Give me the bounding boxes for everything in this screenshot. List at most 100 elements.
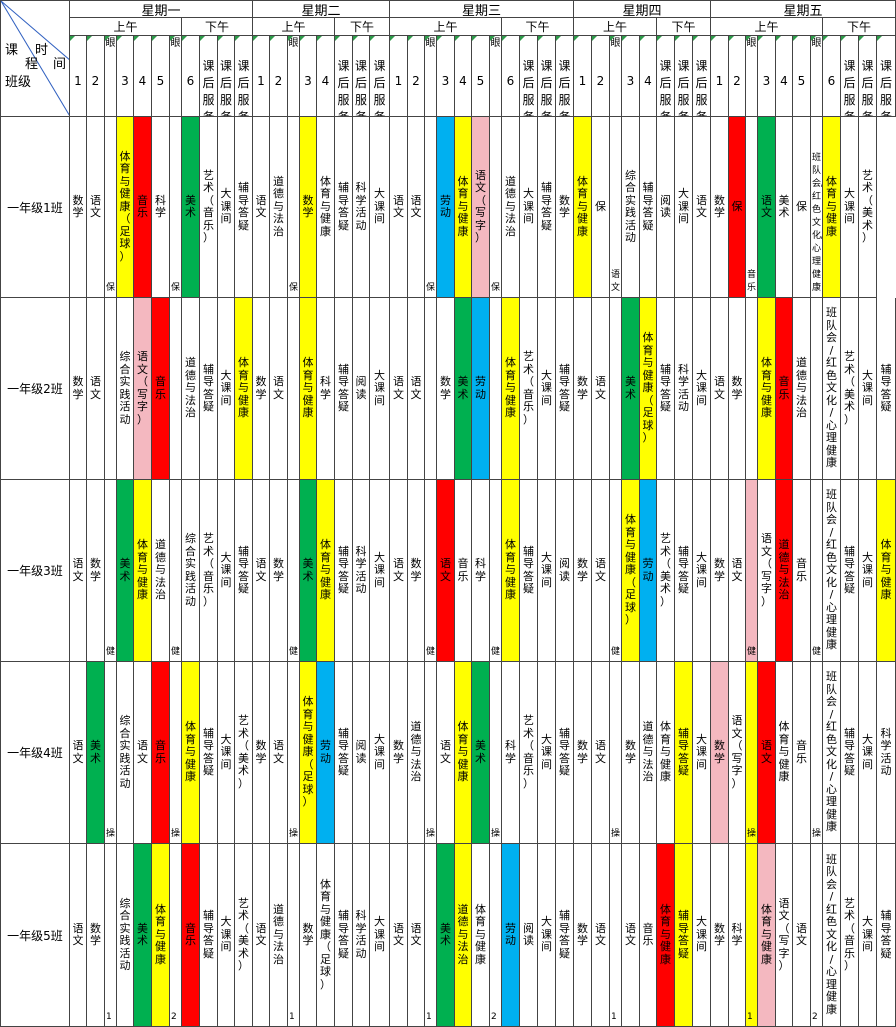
lesson-cell[interactable]: 科学活动	[353, 480, 370, 662]
lesson-cell[interactable]: 音乐	[182, 844, 200, 1027]
lesson-cell[interactable]: 大课间	[693, 662, 711, 844]
lesson-cell[interactable]: 科学	[729, 844, 746, 1027]
lesson-cell[interactable]: 体育与健康	[235, 298, 253, 480]
lesson-cell[interactable]: 艺术（美术）	[235, 662, 253, 844]
lesson-cell[interactable]: 阅读	[657, 117, 675, 298]
lesson-cell[interactable]: 综合实践活动	[622, 117, 640, 298]
lesson-cell[interactable]: 数学	[253, 662, 270, 844]
lesson-cell[interactable]: 数学	[87, 844, 105, 1027]
lesson-cell[interactable]: 美术	[455, 298, 472, 480]
lesson-cell[interactable]: 大课间	[859, 844, 877, 1027]
lesson-cell[interactable]: 道德与法治	[270, 844, 288, 1027]
lesson-cell[interactable]: 艺术（美术）	[235, 844, 253, 1027]
lesson-cell[interactable]: 美术	[300, 480, 317, 662]
lesson-cell[interactable]: 大课间	[538, 844, 556, 1027]
lesson-cell[interactable]: 综合实践活动	[117, 844, 134, 1027]
lesson-cell[interactable]: 辅导答疑	[520, 480, 538, 662]
lesson-cell[interactable]: 语文	[622, 844, 640, 1027]
lesson-cell[interactable]: 语文（写字）	[472, 117, 490, 298]
lesson-cell[interactable]: 科学	[152, 117, 170, 298]
lesson-cell[interactable]: 音乐	[152, 662, 170, 844]
lesson-cell[interactable]: 大课间	[693, 298, 711, 480]
lesson-cell[interactable]: 语文	[134, 662, 152, 844]
lesson-cell[interactable]: 语文	[592, 480, 610, 662]
lesson-cell[interactable]: 班队会 / 红色文化 / 心理健康	[823, 480, 841, 662]
lesson-cell[interactable]: 辅导答疑	[335, 298, 353, 480]
lesson-cell[interactable]: 体育与健康	[455, 117, 472, 298]
lesson-cell[interactable]: 数学	[711, 480, 729, 662]
lesson-cell[interactable]: 科学	[502, 662, 520, 844]
lesson-cell[interactable]: 体育与健康	[317, 480, 335, 662]
lesson-cell[interactable]: 大课间	[218, 662, 235, 844]
lesson-cell[interactable]: 数学	[729, 298, 746, 480]
lesson-cell[interactable]: 劳动	[317, 662, 335, 844]
lesson-cell[interactable]: 大课间	[218, 844, 235, 1027]
lesson-cell[interactable]: 艺术（音乐）	[841, 844, 859, 1027]
lesson-cell[interactable]: 语文	[437, 480, 455, 662]
lesson-cell[interactable]: 辅导答疑	[841, 480, 859, 662]
lesson-cell[interactable]: 道德与法治	[182, 298, 200, 480]
lesson-cell[interactable]: 体育与健康	[317, 117, 335, 298]
lesson-cell[interactable]: 美术	[182, 117, 200, 298]
lesson-cell[interactable]: 语文	[390, 298, 408, 480]
lesson-cell[interactable]: 数学	[390, 662, 408, 844]
lesson-cell[interactable]: 数学	[574, 298, 592, 480]
lesson-cell[interactable]: 保	[592, 117, 610, 298]
lesson-cell[interactable]: 阅读	[520, 844, 538, 1027]
lesson-cell[interactable]: 语文	[253, 117, 270, 298]
lesson-cell[interactable]: 语文（写字）	[758, 480, 776, 662]
lesson-cell[interactable]: 劳动	[640, 480, 657, 662]
lesson-cell[interactable]: 美术	[622, 298, 640, 480]
lesson-cell[interactable]: 辅导答疑	[335, 117, 353, 298]
lesson-cell[interactable]: 数学	[711, 662, 729, 844]
lesson-cell[interactable]: 大课间	[538, 480, 556, 662]
lesson-cell[interactable]: 体育与健康	[502, 480, 520, 662]
lesson-cell[interactable]: 数学	[711, 117, 729, 298]
lesson-cell[interactable]: 辅导答疑	[877, 298, 896, 480]
lesson-cell[interactable]: 语文	[270, 662, 288, 844]
lesson-cell[interactable]: 阅读	[353, 662, 370, 844]
lesson-cell[interactable]: 阅读	[556, 480, 574, 662]
lesson-cell[interactable]: 辅导答疑	[675, 480, 693, 662]
lesson-cell[interactable]: 语文	[711, 298, 729, 480]
lesson-cell[interactable]: 体育与健康	[472, 844, 490, 1027]
lesson-cell[interactable]: 语文	[390, 480, 408, 662]
lesson-cell[interactable]: 语文	[758, 117, 776, 298]
lesson-cell[interactable]: 辅导答疑	[235, 480, 253, 662]
lesson-cell[interactable]: 劳动	[502, 844, 520, 1027]
lesson-cell[interactable]: 音乐	[793, 662, 811, 844]
lesson-cell[interactable]: 美术	[472, 662, 490, 844]
lesson-cell[interactable]: 数学	[253, 298, 270, 480]
lesson-cell[interactable]: 语文	[390, 844, 408, 1027]
lesson-cell[interactable]: 劳动	[472, 298, 490, 480]
lesson-cell[interactable]: 语文	[758, 662, 776, 844]
lesson-cell[interactable]: 语文	[592, 298, 610, 480]
lesson-cell[interactable]: 体育与健康	[152, 844, 170, 1027]
lesson-cell[interactable]: 数学	[556, 117, 574, 298]
lesson-cell[interactable]: 道德与法治	[640, 662, 657, 844]
lesson-cell[interactable]: 美术	[134, 844, 152, 1027]
lesson-cell[interactable]: 艺术（美术）	[859, 117, 877, 298]
lesson-cell[interactable]: 大课间	[693, 480, 711, 662]
lesson-cell[interactable]: 体育与健康（足球）	[622, 480, 640, 662]
lesson-cell[interactable]: 道德与法治	[152, 480, 170, 662]
lesson-cell[interactable]: 大课间	[538, 662, 556, 844]
lesson-cell[interactable]: 大课间	[675, 117, 693, 298]
lesson-cell[interactable]: 音乐	[134, 117, 152, 298]
lesson-cell[interactable]: 科学活动	[675, 298, 693, 480]
lesson-cell[interactable]: 数学	[300, 844, 317, 1027]
lesson-cell[interactable]: 美术	[87, 662, 105, 844]
lesson-cell[interactable]: 辅导答疑	[200, 662, 218, 844]
lesson-cell[interactable]: 语文	[70, 480, 87, 662]
lesson-cell[interactable]: 体育与健康	[182, 662, 200, 844]
lesson-cell[interactable]: 音乐	[152, 298, 170, 480]
lesson-cell[interactable]: 大课间	[520, 117, 538, 298]
lesson-cell[interactable]: 辅导答疑	[841, 662, 859, 844]
lesson-cell[interactable]: 科学活动	[877, 662, 896, 844]
lesson-cell[interactable]: 语文	[437, 662, 455, 844]
lesson-cell[interactable]: 大课间	[218, 117, 235, 298]
lesson-cell[interactable]: 大课间	[693, 844, 711, 1027]
lesson-cell[interactable]: 语文（写字）	[776, 844, 793, 1027]
lesson-cell[interactable]: 体育与健康	[134, 480, 152, 662]
lesson-cell[interactable]: 数学	[70, 117, 87, 298]
